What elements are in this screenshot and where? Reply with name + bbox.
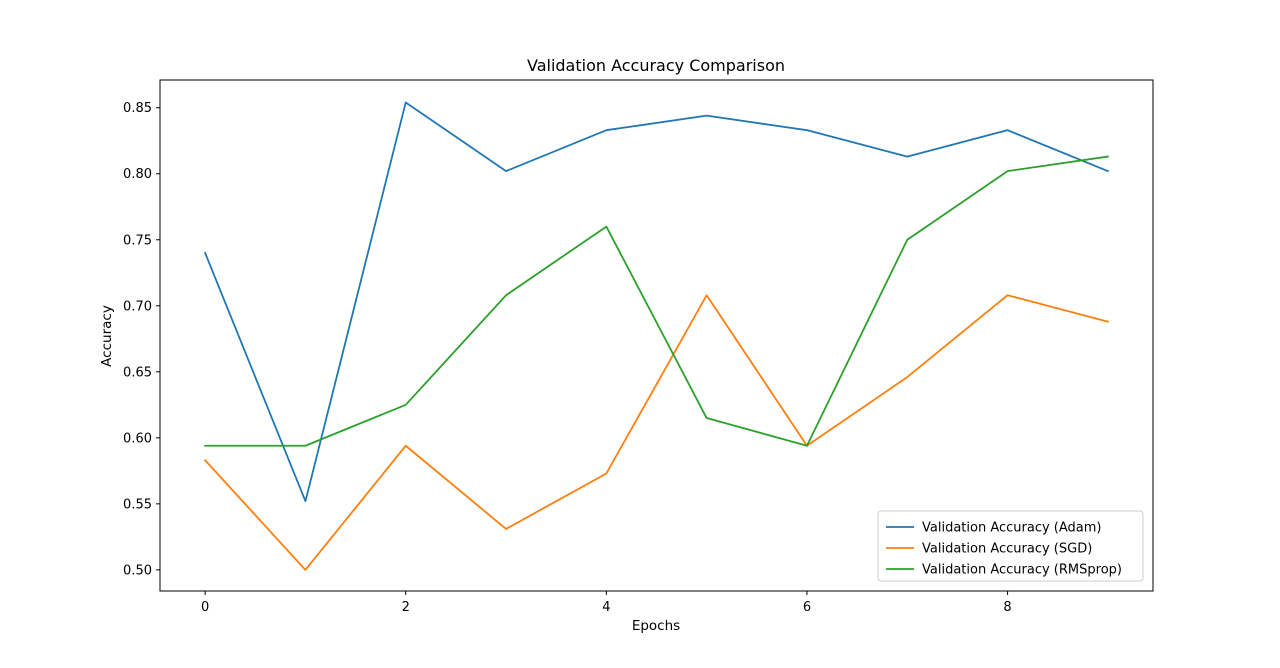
series-line-2 (204, 155, 1109, 447)
y-axis: 0.50 0.55 0.60 0.65 0.70 0.75 0.80 0.85 (123, 101, 160, 578)
legend: Validation Accuracy (Adam) Validation Acc… (877, 510, 1144, 582)
y-tick-label: 0.85 (123, 101, 152, 116)
plot-frame (159, 79, 1154, 592)
series-line-1 (203, 294, 1109, 571)
y-tick-label: 0.70 (123, 299, 152, 314)
y-tick-label: 0.55 (123, 497, 152, 512)
y-tick-label: 0.65 (123, 365, 152, 380)
y-tick-label: 0.50 (123, 563, 152, 578)
series-line-0 (203, 101, 1110, 503)
y-tick-label: 0.75 (123, 233, 152, 248)
x-axis-title: Epochs (632, 618, 680, 634)
chart-title: Validation Accuracy Comparison (527, 56, 785, 75)
legend-box (877, 510, 1144, 582)
x-tick-label: 4 (602, 600, 610, 615)
series-layer (203, 101, 1110, 571)
y-axis-title: Accuracy (99, 305, 115, 367)
legend-label-0: Validation Accuracy (Adam) (922, 521, 1102, 536)
legend-label-1: Validation Accuracy (SGD) (922, 542, 1092, 557)
x-tick-label: 2 (402, 600, 410, 615)
x-tick-label: 8 (1003, 600, 1011, 615)
y-tick-label: 0.60 (123, 431, 152, 446)
legend-label-2: Validation Accuracy (RMSprop) (922, 563, 1122, 578)
y-tick-label: 0.80 (123, 167, 152, 182)
x-axis: 0 2 4 6 8 (201, 591, 1012, 615)
x-tick-label: 0 (201, 600, 209, 615)
x-tick-label: 6 (803, 600, 811, 615)
